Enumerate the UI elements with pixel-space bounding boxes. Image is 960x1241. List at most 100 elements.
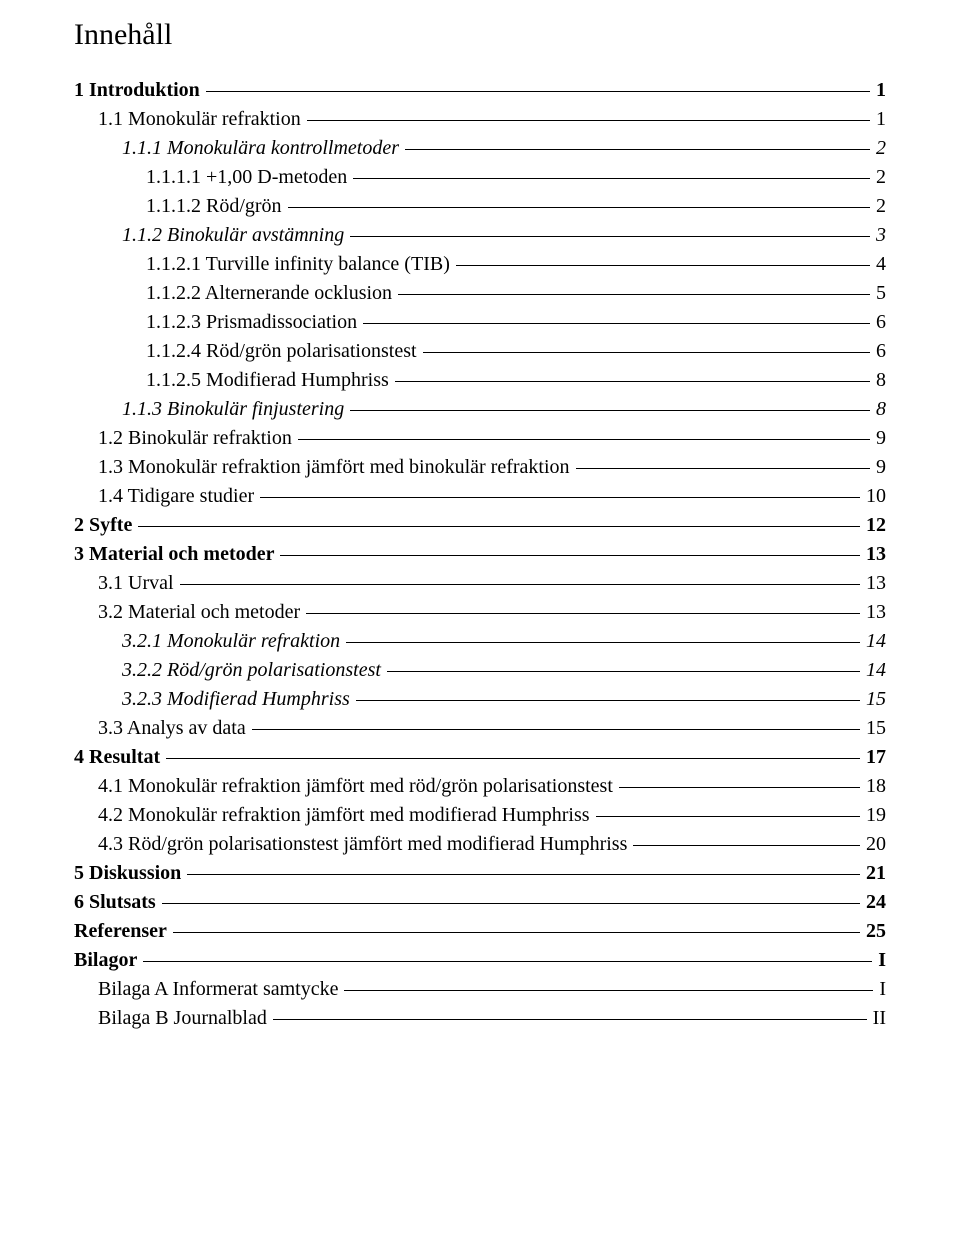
toc-leader-line	[344, 990, 873, 991]
toc-entry: Referenser 25	[74, 917, 886, 946]
toc-entry-label: 1.3 Monokulär refraktion jämfört med bin…	[98, 453, 570, 482]
toc-entry-label: Bilaga A Informerat samtycke	[98, 975, 338, 1004]
toc-entry-page: 2	[876, 134, 886, 163]
toc-entry: BilagorI	[74, 946, 886, 975]
toc-entry-label: 4.1 Monokulär refraktion jämfört med röd…	[98, 772, 613, 801]
toc-entry-label: 6 Slutsats	[74, 888, 156, 917]
toc-leader-line	[180, 584, 860, 585]
toc-entry: 4 Resultat 17	[74, 743, 886, 772]
toc-leader-line	[423, 352, 870, 353]
toc-entry-label: 2 Syfte	[74, 511, 132, 540]
toc-entry-page: I	[879, 975, 886, 1004]
toc-entry: 2 Syfte 12	[74, 511, 886, 540]
toc-entry-page: 21	[866, 859, 886, 888]
toc-entry-page: 2	[876, 163, 886, 192]
toc-entry: 1.1.1.2 Röd/grön 2	[74, 192, 886, 221]
toc-entry-label: 3.2 Material och metoder	[98, 598, 300, 627]
toc-list: 1 Introduktion11.1 Monokulär refraktion1…	[74, 76, 886, 1033]
toc-entry: 3 Material och metoder 13	[74, 540, 886, 569]
toc-leader-line	[350, 236, 870, 237]
toc-entry: 3.2.3 Modifierad Humphriss15	[74, 685, 886, 714]
toc-entry-label: 4.3 Röd/grön polarisationstest jämfört m…	[98, 830, 627, 859]
toc-leader-line	[596, 816, 860, 817]
toc-leader-line	[280, 555, 860, 556]
toc-leader-line	[356, 700, 860, 701]
toc-entry-label: 1.1.1.2 Röd/grön	[146, 192, 282, 221]
toc-entry-label: 1.1.2.1 Turville infinity balance (TIB)	[146, 250, 450, 279]
toc-entry: 1.3 Monokulär refraktion jämfört med bin…	[74, 453, 886, 482]
toc-leader-line	[166, 758, 860, 759]
toc-entry-page: 6	[876, 337, 886, 366]
toc-entry: 1.1.2.3 Prismadissociation6	[74, 308, 886, 337]
toc-leader-line	[307, 120, 870, 121]
toc-entry: Bilaga A Informerat samtycke I	[74, 975, 886, 1004]
toc-entry-label: 5 Diskussion	[74, 859, 181, 888]
toc-entry: 4.2 Monokulär refraktion jämfört med mod…	[74, 801, 886, 830]
toc-leader-line	[363, 323, 870, 324]
toc-leader-line	[288, 207, 870, 208]
toc-leader-line	[206, 91, 870, 92]
toc-leader-line	[387, 671, 860, 672]
toc-entry-page: 10	[866, 482, 886, 511]
toc-leader-line	[456, 265, 870, 266]
toc-entry-page: 17	[866, 743, 886, 772]
toc-entry-page: 5	[876, 279, 886, 308]
toc-entry-label: Referenser	[74, 917, 167, 946]
toc-entry-page: 2	[876, 192, 886, 221]
toc-entry-page: 13	[866, 598, 886, 627]
toc-entry: 1.4 Tidigare studier 10	[74, 482, 886, 511]
toc-entry-page: 3	[876, 221, 886, 250]
toc-leader-line	[405, 149, 870, 150]
toc-entry: 3.2.1 Monokulär refraktion14	[74, 627, 886, 656]
toc-entry: 5 Diskussion 21	[74, 859, 886, 888]
toc-entry-label: 3 Material och metoder	[74, 540, 274, 569]
toc-leader-line	[350, 410, 870, 411]
toc-leader-line	[346, 642, 860, 643]
toc-entry-page: 14	[866, 627, 886, 656]
toc-entry-label: 1.1.2.2 Alternerande ocklusion	[146, 279, 392, 308]
toc-entry-page: 14	[866, 656, 886, 685]
toc-entry-label: 1.1.2 Binokulär avstämning	[122, 221, 344, 250]
toc-entry-page: 9	[876, 453, 886, 482]
toc-entry-label: 1.4 Tidigare studier	[98, 482, 254, 511]
toc-entry-page: 12	[866, 511, 886, 540]
toc-leader-line	[353, 178, 870, 179]
toc-entry-page: 8	[876, 366, 886, 395]
toc-entry-label: 4 Resultat	[74, 743, 160, 772]
toc-entry-label: 3.3 Analys av data	[98, 714, 246, 743]
toc-entry-page: 1	[876, 105, 886, 134]
toc-entry-page: 20	[866, 830, 886, 859]
toc-leader-line	[252, 729, 860, 730]
toc-entry: 1.1.3 Binokulär finjustering8	[74, 395, 886, 424]
toc-title: Innehåll	[74, 18, 886, 52]
toc-entry-page: 4	[876, 250, 886, 279]
toc-entry-label: 1.1.1.1 +1,00 D-metoden	[146, 163, 347, 192]
toc-entry: 1 Introduktion1	[74, 76, 886, 105]
toc-entry: 3.3 Analys av data15	[74, 714, 886, 743]
toc-entry-page: 15	[866, 685, 886, 714]
toc-entry: 3.2.2 Röd/grön polarisationstest14	[74, 656, 886, 685]
toc-entry-page: II	[873, 1004, 886, 1033]
toc-leader-line	[187, 874, 860, 875]
toc-leader-line	[173, 932, 860, 933]
toc-leader-line	[273, 1019, 867, 1020]
toc-entry-page: 13	[866, 540, 886, 569]
toc-entry-page: 24	[866, 888, 886, 917]
toc-entry: 1.1.2.5 Modifierad Humphriss 8	[74, 366, 886, 395]
toc-entry-page: 25	[866, 917, 886, 946]
toc-entry-label: 1.1.2.5 Modifierad Humphriss	[146, 366, 389, 395]
toc-leader-line	[395, 381, 870, 382]
toc-entry-label: Bilagor	[74, 946, 137, 975]
toc-entry: 1.1.1 Monokulära kontrollmetoder2	[74, 134, 886, 163]
toc-leader-line	[260, 497, 860, 498]
toc-entry-page: 9	[876, 424, 886, 453]
toc-entry: 1.1.2.1 Turville infinity balance (TIB) 4	[74, 250, 886, 279]
toc-entry: 6 Slutsats 24	[74, 888, 886, 917]
toc-entry-label: 1.2 Binokulär refraktion	[98, 424, 292, 453]
toc-entry-label: Bilaga B Journalblad	[98, 1004, 267, 1033]
toc-entry: Bilaga B Journalblad II	[74, 1004, 886, 1033]
toc-entry-page: 6	[876, 308, 886, 337]
toc-entry-page: 8	[876, 395, 886, 424]
toc-entry: 1.2 Binokulär refraktion 9	[74, 424, 886, 453]
toc-entry-label: 1 Introduktion	[74, 76, 200, 105]
